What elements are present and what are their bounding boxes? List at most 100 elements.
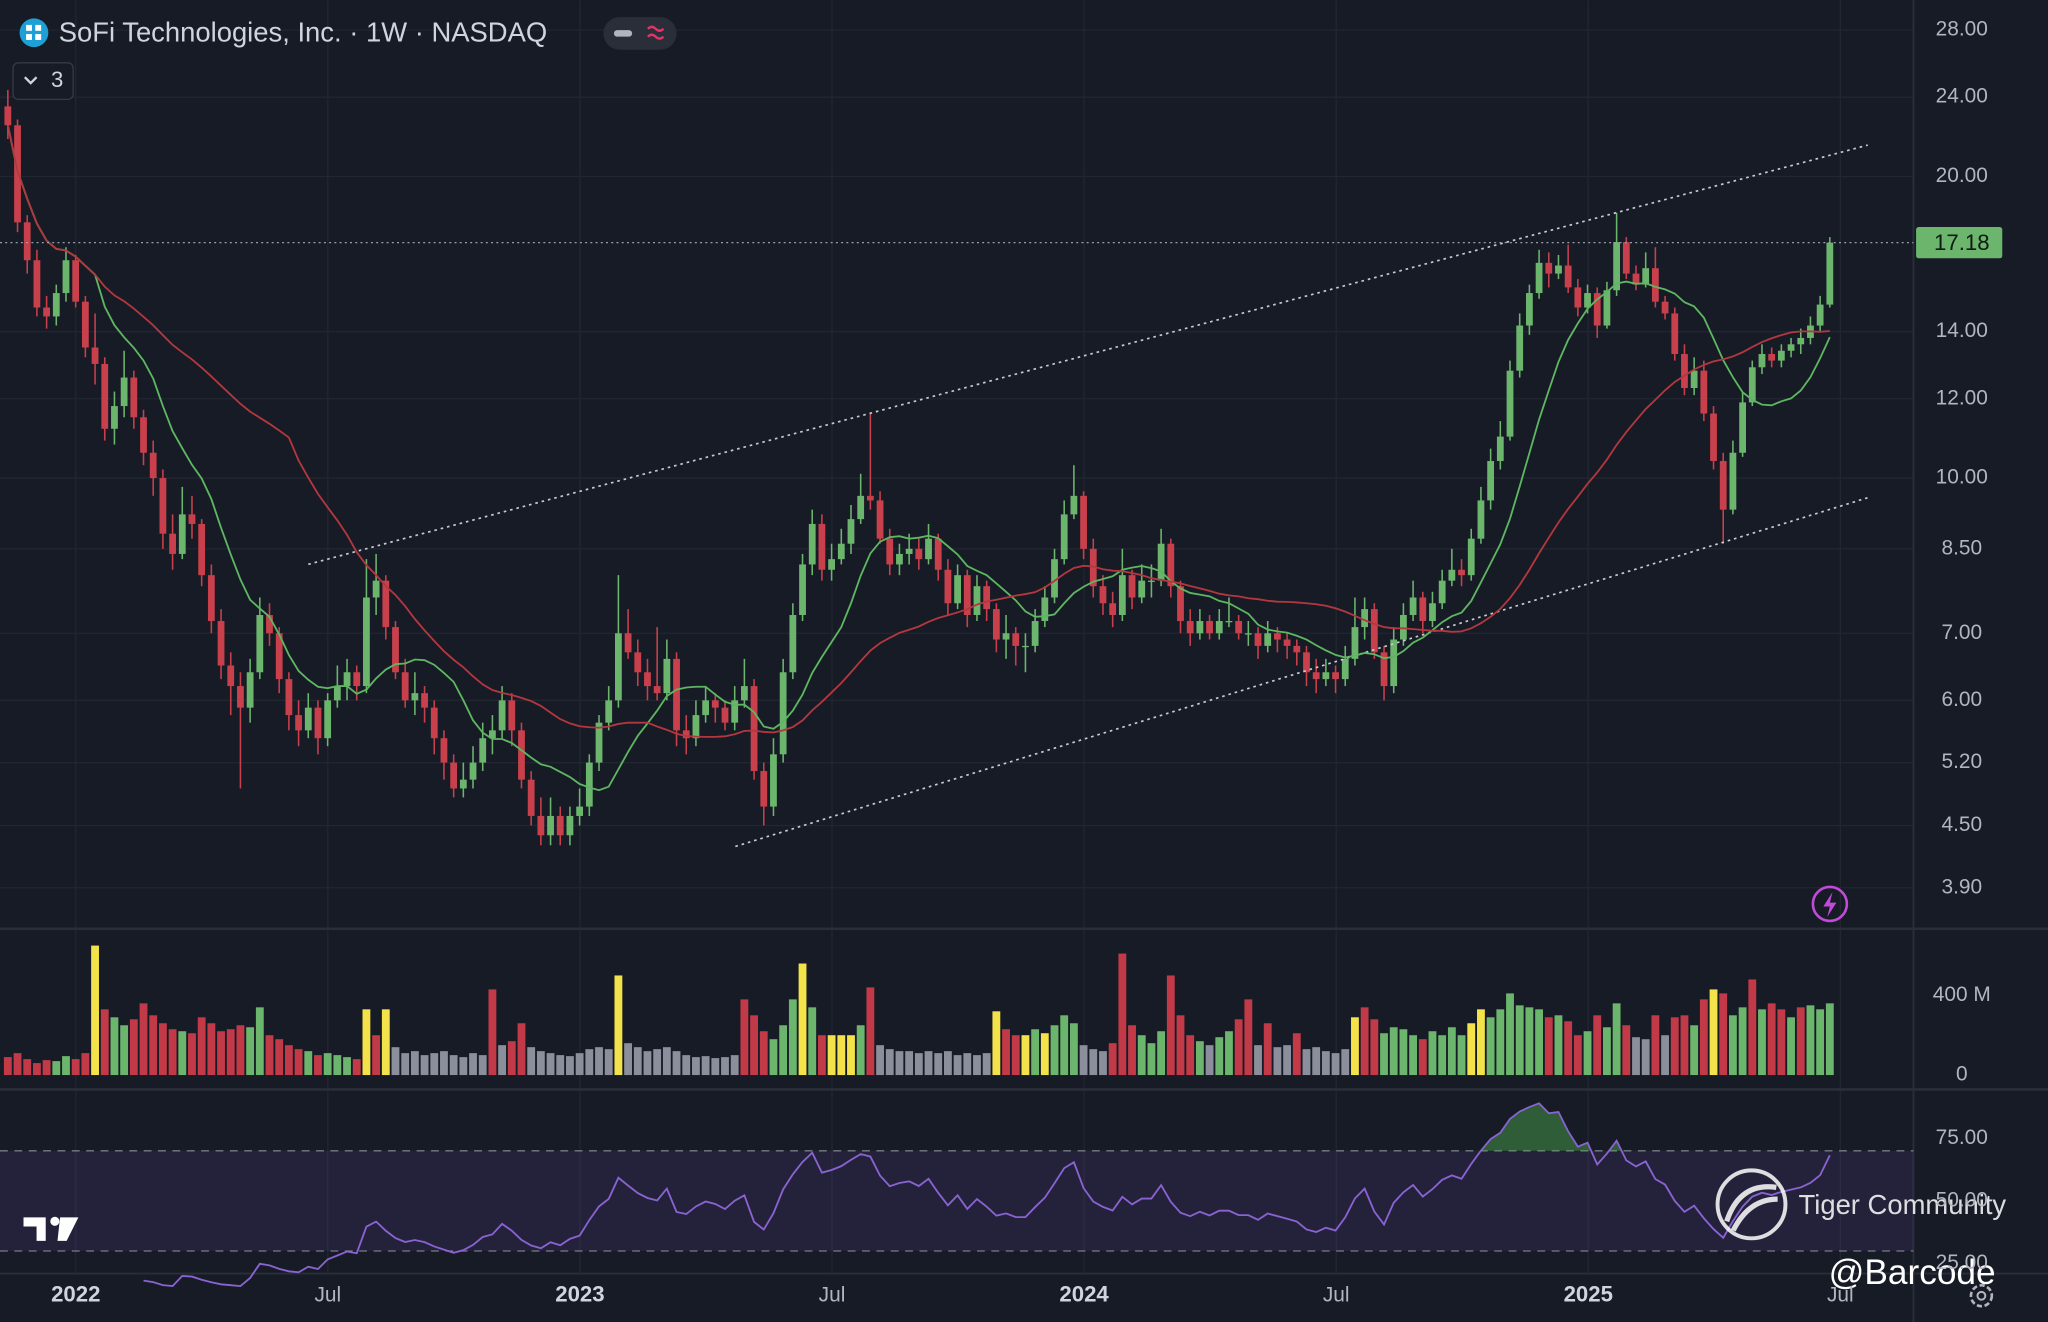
candle-body	[905, 548, 913, 554]
volume-bar	[1690, 1025, 1699, 1076]
candle-body	[479, 738, 487, 763]
volume-bar	[1089, 1049, 1098, 1076]
gear-icon	[1969, 1284, 1994, 1308]
volume-bar	[3, 1057, 12, 1076]
volume-bar	[459, 1057, 468, 1076]
volume-bar	[1573, 1035, 1582, 1076]
candle-body	[547, 815, 554, 836]
volume-bar	[1767, 1003, 1776, 1076]
candle-body	[828, 559, 836, 570]
candle-body	[857, 495, 865, 520]
volume-bar	[721, 1057, 729, 1076]
candle-body	[915, 548, 923, 560]
symbol-title: SoFi Technologies, Inc. · 1W · NASDAQ	[59, 16, 547, 47]
candle-body	[1148, 580, 1155, 582]
y-tick-label: 10.00	[1936, 466, 1988, 489]
tv-mark	[57, 1217, 79, 1241]
volume-bar	[1622, 1025, 1631, 1076]
candle-body	[1700, 370, 1708, 414]
volume-bar	[333, 1055, 342, 1076]
candle-body	[1681, 354, 1688, 389]
candle-body	[392, 627, 399, 673]
volume-bar	[730, 1055, 739, 1076]
volume-bar	[1302, 1049, 1311, 1076]
candle-body	[1448, 569, 1456, 581]
volume-bar	[595, 1047, 603, 1076]
upper-trendline	[308, 144, 1868, 566]
candle-body	[1002, 633, 1010, 640]
tv-mark	[23, 1217, 46, 1241]
candle-body	[1109, 603, 1117, 616]
volume-bar	[158, 1023, 167, 1076]
volume-bar	[217, 1031, 225, 1076]
candle-body	[1051, 559, 1058, 598]
candle-body	[847, 519, 855, 544]
candle-body	[615, 633, 622, 701]
volume-bar	[1535, 1009, 1544, 1076]
candle-body	[1244, 633, 1252, 635]
volume-bar	[1748, 979, 1757, 1076]
community-watermark: Tiger Community @Barcode	[1715, 1168, 2006, 1292]
settings-button[interactable]	[1969, 1284, 1994, 1308]
volume-bar	[1021, 1035, 1030, 1076]
lightning-button[interactable]	[1811, 885, 1849, 923]
candle-body	[237, 686, 244, 708]
volume-bar	[1787, 1017, 1795, 1076]
volume-bar	[294, 1049, 303, 1076]
volume-bar	[401, 1053, 410, 1076]
candle-body	[721, 707, 729, 723]
volume-bar	[837, 1035, 846, 1076]
volume-bar	[575, 1053, 584, 1076]
x-tick-label: Jul	[819, 1283, 846, 1306]
logo-mark	[35, 24, 42, 31]
candle-body	[120, 377, 128, 407]
candle-body	[246, 672, 254, 708]
rsi-tick-label: 50.00	[1936, 1188, 1988, 1211]
volume-bar	[827, 1035, 836, 1076]
indicator-toggle[interactable]	[12, 62, 74, 101]
candle-body	[1467, 538, 1475, 576]
candle-body	[430, 707, 438, 739]
author-text: @Barcode	[1829, 1253, 1996, 1292]
rsi-tick-label: 25.00	[1936, 1251, 1988, 1274]
candle-body	[1710, 413, 1717, 462]
candle-body	[963, 575, 971, 616]
sma-line	[6, 125, 1831, 792]
candle-body	[740, 686, 748, 701]
volume-bar	[788, 999, 797, 1076]
y-tick-label: 28.00	[1936, 18, 1988, 41]
volume-bar	[13, 1053, 22, 1076]
volume-bar	[1719, 993, 1728, 1076]
volume-bar	[1060, 1015, 1069, 1076]
volume-bar	[168, 1029, 177, 1076]
candle-body	[178, 514, 186, 554]
y-tick-label: 7.00	[1941, 621, 1982, 644]
candle-body	[1303, 652, 1310, 673]
tradingview-logo	[23, 1216, 79, 1241]
candle-body	[1651, 268, 1659, 302]
x-tick-label: Jul	[1827, 1283, 1854, 1306]
volume-bar	[129, 1019, 138, 1076]
volume-bar	[798, 963, 807, 1076]
volume-bar	[1225, 1031, 1233, 1076]
y-tick-label: 14.00	[1936, 319, 1988, 342]
volume-bar	[1108, 1043, 1117, 1076]
candle-body	[91, 347, 99, 364]
candle-body	[673, 658, 680, 731]
candle-body	[799, 564, 806, 616]
toggle-pill[interactable]	[603, 17, 677, 50]
candle-body	[304, 707, 312, 731]
candle-body	[934, 538, 942, 570]
volume-bar	[1564, 1021, 1573, 1076]
volume-bar	[536, 1051, 545, 1076]
candle-body	[1235, 621, 1243, 634]
candle-body	[1729, 452, 1737, 510]
volume-bar	[1360, 1007, 1369, 1076]
candle-body	[227, 665, 235, 687]
volume-bar	[32, 1063, 41, 1076]
candle-body	[266, 615, 273, 634]
volume-bar	[430, 1053, 439, 1076]
candle-body	[1322, 672, 1330, 680]
